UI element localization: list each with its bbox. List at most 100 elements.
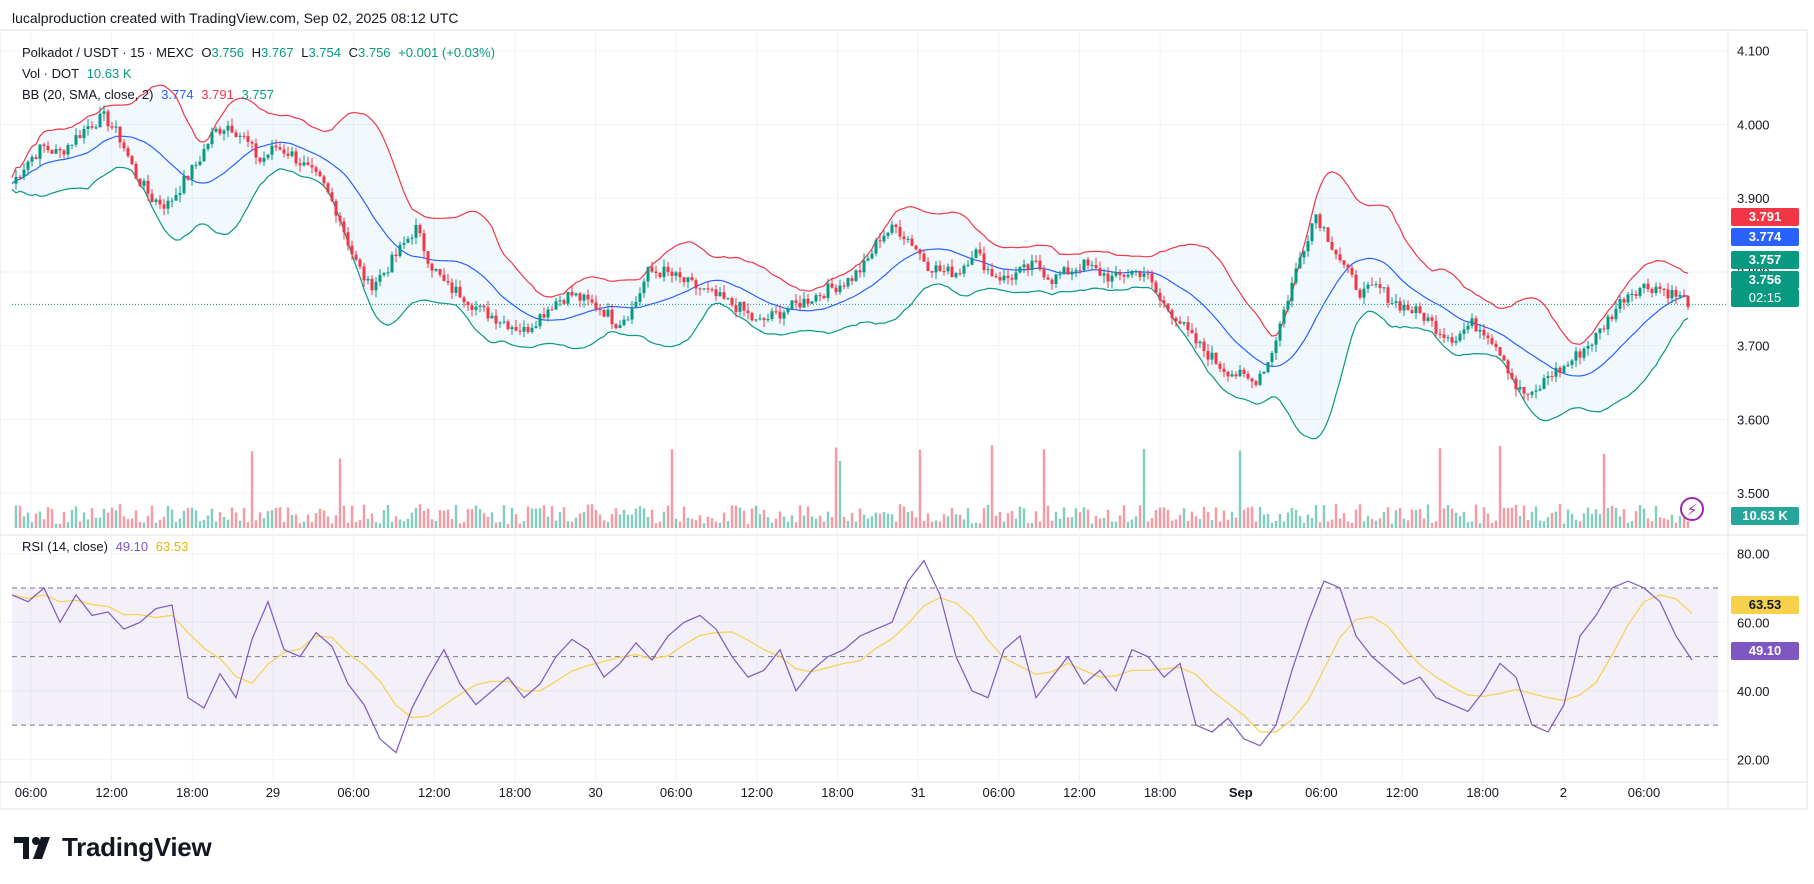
volume-bar xyxy=(626,514,630,528)
candle-body xyxy=(506,321,510,330)
candle-body xyxy=(386,272,390,274)
volume-bar xyxy=(946,516,950,528)
rsi-label: RSI (14, close) xyxy=(22,539,108,554)
time-tick-label: 12:00 xyxy=(741,785,774,800)
bb-fill xyxy=(12,85,1688,439)
volume-bar xyxy=(986,504,990,528)
volume-bar xyxy=(826,511,830,528)
candle-body xyxy=(494,315,498,324)
volume-bar xyxy=(1082,507,1086,528)
rsi-ma-value: 63.53 xyxy=(155,539,189,554)
time-tick-label: 29 xyxy=(266,785,280,800)
candle-body xyxy=(1182,322,1186,324)
volume-bar xyxy=(1130,519,1134,528)
candle-body xyxy=(1578,351,1582,358)
volume-bar xyxy=(1066,517,1070,528)
volume-bar xyxy=(1502,507,1506,528)
volume-bar xyxy=(1078,512,1082,528)
candle-body xyxy=(926,261,930,272)
candle-body xyxy=(890,224,894,233)
candle-body xyxy=(1258,373,1262,385)
volume-bar xyxy=(1390,523,1394,528)
volume-bar xyxy=(1138,505,1142,528)
volume-bar xyxy=(770,522,774,528)
volume-bar xyxy=(990,445,994,528)
volume-bar xyxy=(914,517,918,528)
volume-bar xyxy=(1278,514,1282,528)
volume-bar xyxy=(34,513,38,528)
candle-body xyxy=(1106,273,1110,282)
candle-body xyxy=(1622,299,1626,303)
candle-body xyxy=(58,149,62,151)
volume-bar xyxy=(966,508,970,528)
volume-bar xyxy=(910,511,914,528)
volume-bar xyxy=(730,505,734,528)
volume-bar xyxy=(1110,521,1114,528)
volume-bar xyxy=(942,514,946,528)
candle-body xyxy=(486,307,490,319)
candle-body xyxy=(1546,376,1550,379)
volume-bar xyxy=(518,523,522,528)
volume-bar xyxy=(1210,520,1214,528)
candle-body xyxy=(510,327,514,330)
volume-bar xyxy=(186,508,190,528)
candle-body xyxy=(234,132,238,137)
volume-bar xyxy=(1014,518,1018,528)
candle-body xyxy=(1542,378,1546,389)
candle-body xyxy=(1386,287,1390,303)
candle-body xyxy=(970,257,974,265)
candle-body xyxy=(286,153,290,156)
volume-bar xyxy=(1254,521,1258,528)
candle-body xyxy=(1562,366,1566,373)
volume-bar xyxy=(1598,514,1602,528)
candle-body xyxy=(1510,373,1514,379)
rsi-tick-label: 80.00 xyxy=(1737,547,1770,562)
candle-body xyxy=(642,281,646,294)
volume-bar xyxy=(1090,523,1094,528)
candle-body xyxy=(1426,317,1430,321)
volume-bar xyxy=(902,506,906,528)
volume-bar xyxy=(38,511,42,528)
candle-body xyxy=(1606,316,1610,330)
volume-bar xyxy=(850,512,854,528)
tv-logo-icon xyxy=(14,836,50,859)
candle-body xyxy=(426,251,430,264)
candle-body xyxy=(1162,300,1166,304)
candle-body xyxy=(946,266,950,272)
volume-bar xyxy=(530,508,534,528)
tradingview-logo[interactable]: TradingView xyxy=(14,832,212,863)
candle-body xyxy=(1178,321,1182,324)
chart-frame xyxy=(0,29,1808,810)
candle-body xyxy=(1662,288,1666,290)
candle-body xyxy=(782,312,786,319)
candle-body xyxy=(1646,283,1650,290)
candle-body xyxy=(1250,378,1254,382)
candle-body xyxy=(186,175,190,180)
time-tick-label: 18:00 xyxy=(1466,785,1499,800)
lightning-icon[interactable]: ⚡ xyxy=(1680,497,1704,521)
candle-body xyxy=(898,227,902,237)
candle-body xyxy=(378,275,382,282)
volume-bar xyxy=(1310,517,1314,528)
volume-bar xyxy=(310,522,314,528)
time-tick-label: 06:00 xyxy=(660,785,693,800)
candle-body xyxy=(742,301,746,311)
volume-bar xyxy=(714,521,718,528)
volume-bar xyxy=(674,518,678,528)
volume-bar xyxy=(786,521,790,528)
volume-bar xyxy=(1030,523,1034,528)
volume-bar xyxy=(110,507,114,528)
volume-bar xyxy=(1562,523,1566,528)
candle-body xyxy=(398,244,402,257)
volume-bar xyxy=(822,521,826,528)
candle-body xyxy=(1218,363,1222,369)
brand-name: TradingView xyxy=(62,832,212,862)
price-tick-label: 3.900 xyxy=(1737,191,1770,206)
volume-bar xyxy=(262,518,266,528)
volume-bar xyxy=(806,506,810,528)
volume-bar xyxy=(958,515,962,528)
volume-bar xyxy=(574,517,578,528)
price-tick-label: 4.100 xyxy=(1737,44,1770,59)
low-value: 3.754 xyxy=(308,45,341,60)
